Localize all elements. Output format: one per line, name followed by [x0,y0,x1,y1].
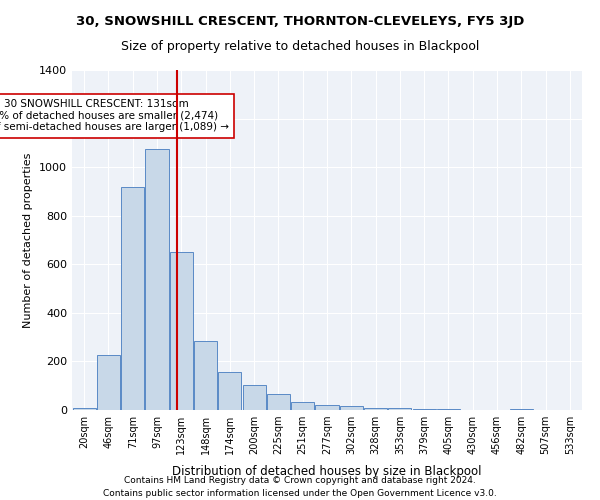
Bar [340,406,363,410]
Bar [73,408,95,410]
Bar [170,252,193,410]
Bar [510,409,533,410]
Text: Contains public sector information licensed under the Open Government Licence v3: Contains public sector information licen… [103,488,497,498]
Bar [145,149,169,410]
Bar [242,384,266,410]
Bar [413,409,436,410]
Text: Contains HM Land Registry data © Crown copyright and database right 2024.: Contains HM Land Registry data © Crown c… [124,476,476,485]
X-axis label: Distribution of detached houses by size in Blackpool: Distribution of detached houses by size … [172,466,482,478]
Bar [364,408,387,410]
Bar [121,186,144,410]
Text: 30, SNOWSHILL CRESCENT, THORNTON-CLEVELEYS, FY5 3JD: 30, SNOWSHILL CRESCENT, THORNTON-CLEVELE… [76,15,524,28]
Bar [437,409,460,410]
Bar [97,356,120,410]
Bar [267,394,290,410]
Bar [291,402,314,410]
Y-axis label: Number of detached properties: Number of detached properties [23,152,34,328]
Text: 30 SNOWSHILL CRESCENT: 131sqm
← 69% of detached houses are smaller (2,474)
31% o: 30 SNOWSHILL CRESCENT: 131sqm ← 69% of d… [0,99,229,132]
Bar [316,405,338,410]
Bar [218,372,241,410]
Bar [388,408,412,410]
Text: Size of property relative to detached houses in Blackpool: Size of property relative to detached ho… [121,40,479,53]
Bar [194,341,217,410]
